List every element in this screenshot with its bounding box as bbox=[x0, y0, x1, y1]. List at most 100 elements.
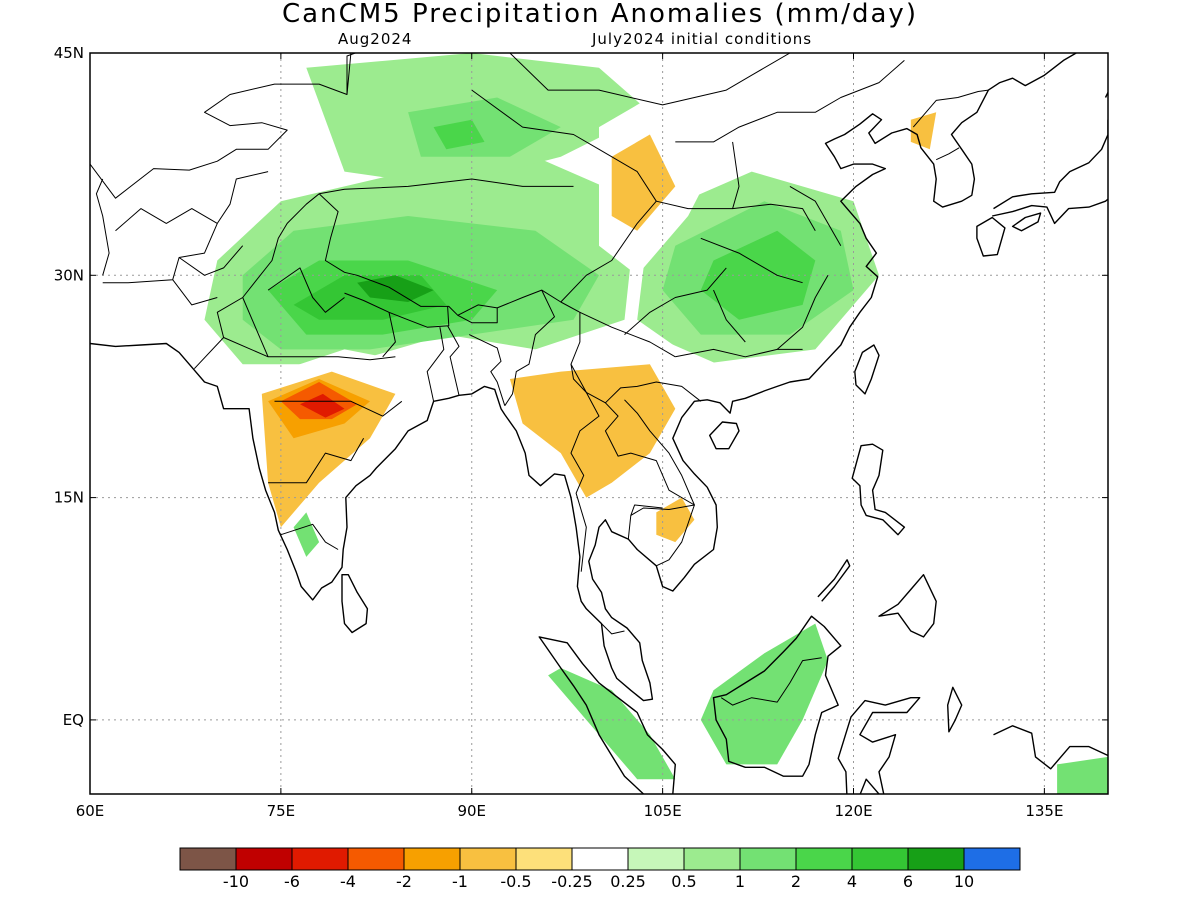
border-korea-dmz bbox=[912, 89, 989, 128]
border-kazakhstan-china bbox=[346, 53, 357, 95]
colorbar-swatch bbox=[851, 847, 909, 871]
coastline-sri-lanka bbox=[341, 574, 369, 634]
colorbar-swatch bbox=[907, 847, 965, 871]
coastlines bbox=[90, 53, 1108, 794]
border-india-up-bihar bbox=[382, 312, 396, 358]
border-china-provinces-c bbox=[560, 200, 657, 303]
border-inner-mongolia bbox=[675, 60, 905, 143]
colorbar-swatch bbox=[291, 847, 349, 871]
coastline-honshu bbox=[992, 198, 1108, 225]
colorbar-label: 0.25 bbox=[610, 872, 646, 891]
border-india-states-w bbox=[223, 337, 396, 361]
border-cambodia bbox=[630, 504, 695, 567]
coastline-palawan bbox=[817, 559, 851, 602]
colorbar-label: -1 bbox=[452, 872, 468, 891]
coastline-luzon bbox=[851, 443, 906, 536]
border-pakistan-india bbox=[193, 193, 320, 370]
border-pakistan-internal bbox=[172, 279, 218, 306]
colorbar-swatch bbox=[683, 847, 741, 871]
colorbar-label: 0.5 bbox=[671, 872, 696, 891]
border-central-asia bbox=[90, 53, 352, 199]
x-tick-label: 120E bbox=[834, 802, 872, 820]
y-tick-label: 15N bbox=[54, 489, 84, 507]
anomaly-region-myanmar-indochina-dry bbox=[509, 364, 676, 498]
colorbar-swatch bbox=[235, 847, 293, 871]
coastline-hainan bbox=[709, 421, 740, 450]
coastline-borneo bbox=[712, 615, 842, 777]
border-china-india bbox=[318, 193, 702, 404]
border-bangladesh bbox=[447, 325, 460, 396]
anomaly-region-central-india-dry-core bbox=[300, 393, 345, 418]
border-iran-afghanistan bbox=[95, 178, 110, 276]
coastline-shikoku bbox=[1011, 212, 1042, 232]
map-frame bbox=[89, 52, 1109, 795]
coastline-kyushu bbox=[976, 216, 1006, 257]
border-india-myanmar bbox=[504, 289, 555, 406]
border-korea-dmz-2 bbox=[935, 147, 960, 161]
border-henan bbox=[732, 203, 816, 232]
map-axes: 60E 75E 90E 105E 120E 135E 45N 30N 15N EQ bbox=[54, 44, 1108, 820]
colorbar-swatch bbox=[627, 847, 685, 871]
colorbar-label: 4 bbox=[847, 872, 857, 891]
forecast-month: Aug2024 bbox=[338, 30, 413, 48]
x-tick-label: 135E bbox=[1025, 802, 1063, 820]
coastline-sumatra bbox=[538, 636, 676, 794]
border-laos bbox=[604, 399, 695, 506]
y-tick-label: 45N bbox=[54, 44, 84, 62]
colorbar-label: -4 bbox=[340, 872, 356, 891]
y-tick-label: EQ bbox=[63, 711, 84, 729]
border-sichuan-chongqing bbox=[624, 267, 727, 335]
border-jiangxi-fujian bbox=[776, 275, 829, 350]
colorbar-label: -6 bbox=[284, 872, 300, 891]
border-borneo-internal bbox=[720, 657, 822, 706]
country-borders bbox=[90, 53, 989, 706]
coastline-hokkaido bbox=[1104, 90, 1108, 98]
colorbar-label: -10 bbox=[223, 872, 249, 891]
border-thailand-cambodia bbox=[627, 504, 663, 540]
x-tick-label: 60E bbox=[76, 802, 105, 820]
border-malaysia-thailand bbox=[601, 623, 625, 635]
coastline-sulawesi bbox=[837, 697, 921, 794]
border-india-states-n bbox=[267, 267, 345, 313]
anomaly-region-korea-dry bbox=[828, 67, 956, 157]
colorbar-label: -0.5 bbox=[500, 872, 531, 891]
border-yunnan-guizhou bbox=[579, 311, 676, 358]
colorbar-swatch bbox=[795, 847, 853, 871]
y-tick-label: 30N bbox=[54, 266, 84, 284]
border-shandong-anhui bbox=[789, 185, 842, 246]
anomaly-region-korea-dry bbox=[910, 112, 937, 150]
border-afghanistan-pakistan bbox=[102, 171, 269, 284]
colorbar-swatch bbox=[347, 847, 405, 871]
colorbar-label: 10 bbox=[954, 872, 974, 891]
coastline-honshu-north bbox=[993, 119, 1108, 210]
coastline-new-guinea bbox=[993, 725, 1108, 770]
anomaly-region-north-china-dry bbox=[611, 134, 676, 231]
colorbar-label: 2 bbox=[791, 872, 801, 891]
coastline-mindanao bbox=[878, 574, 937, 638]
border-myanmar-thailand bbox=[570, 364, 600, 572]
border-tibet-internal bbox=[319, 178, 574, 195]
x-tick-label: 105E bbox=[644, 802, 682, 820]
colorbar-label: 1 bbox=[735, 872, 745, 891]
anomaly-region-mongolia-nw-china-wet bbox=[433, 119, 485, 150]
colorbar-swatch bbox=[179, 847, 237, 871]
anomaly-region-bay-of-bengal-wet-patch bbox=[293, 512, 320, 557]
coastline-taiwan bbox=[854, 344, 880, 395]
colorbar: -10 -6 -4 -2 -1 -0.5 -0.25 0.25 0.5 1 2 4 6 10 bbox=[179, 847, 1021, 891]
colorbar-swatch bbox=[403, 847, 461, 871]
border-hubei bbox=[700, 237, 803, 284]
border-nepal-south bbox=[344, 292, 450, 328]
anomaly-region-new-guinea-wet bbox=[1057, 756, 1108, 794]
anomaly-region-cambodia-dry bbox=[656, 497, 695, 543]
border-bangladesh-east bbox=[468, 334, 506, 406]
border-india-states-s bbox=[268, 438, 365, 484]
initial-conditions-label: July2024 initial conditions bbox=[592, 30, 813, 48]
anomaly-region-east-china-wet bbox=[700, 230, 816, 320]
anomaly-region-sumatra-wet bbox=[548, 668, 676, 780]
x-tick-label: 90E bbox=[457, 802, 486, 820]
border-india-rajasthan bbox=[242, 297, 269, 357]
border-guangxi-guangdong bbox=[675, 348, 803, 358]
colorbar-swatch bbox=[459, 847, 517, 871]
border-hunan bbox=[713, 289, 746, 343]
